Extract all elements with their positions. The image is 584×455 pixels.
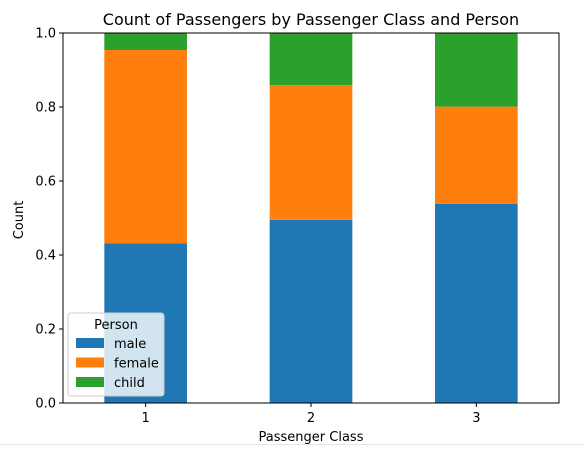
y-tick-label: 0.0 xyxy=(35,397,56,412)
y-tick-label: 0.6 xyxy=(35,175,56,190)
bar-child-class-3 xyxy=(435,33,518,107)
bar-male-class-2 xyxy=(269,219,353,403)
x-tick-label: 1 xyxy=(142,411,150,426)
bar-male-class-3 xyxy=(435,203,518,403)
bar-female-class-2 xyxy=(269,85,353,220)
x-tick-label: 2 xyxy=(307,411,315,426)
y-tick-label: 1.0 xyxy=(35,27,56,42)
y-tick-label: 0.2 xyxy=(35,323,56,338)
chart-title: Count of Passengers by Passenger Class a… xyxy=(103,10,519,29)
legend-label-male: male xyxy=(114,337,146,352)
legend-swatch-male xyxy=(76,338,104,348)
x-axis-label: Passenger Class xyxy=(259,430,364,445)
y-axis: 0.0 0.2 0.4 0.6 0.8 1.0 xyxy=(35,27,63,412)
bottom-rule xyxy=(0,444,584,445)
bar-child-class-1 xyxy=(104,33,187,51)
x-axis: 1 2 3 xyxy=(142,403,480,426)
legend-label-child: child xyxy=(114,376,145,391)
x-tick-label: 3 xyxy=(472,411,480,426)
bar-female-class-1 xyxy=(104,50,187,244)
legend-swatch-child xyxy=(76,377,104,387)
bar-child-class-2 xyxy=(269,33,353,86)
y-tick-label: 0.4 xyxy=(35,249,56,264)
legend-box xyxy=(67,312,165,397)
bar-female-class-3 xyxy=(435,106,518,204)
legend: Person male female child xyxy=(67,312,165,397)
legend-label-female: female xyxy=(114,357,159,372)
plot-area xyxy=(62,32,560,404)
legend-title: Person xyxy=(94,318,138,333)
legend-swatch-female xyxy=(76,357,104,368)
y-tick-label: 0.8 xyxy=(35,101,56,116)
y-axis-label: Count xyxy=(12,201,27,240)
